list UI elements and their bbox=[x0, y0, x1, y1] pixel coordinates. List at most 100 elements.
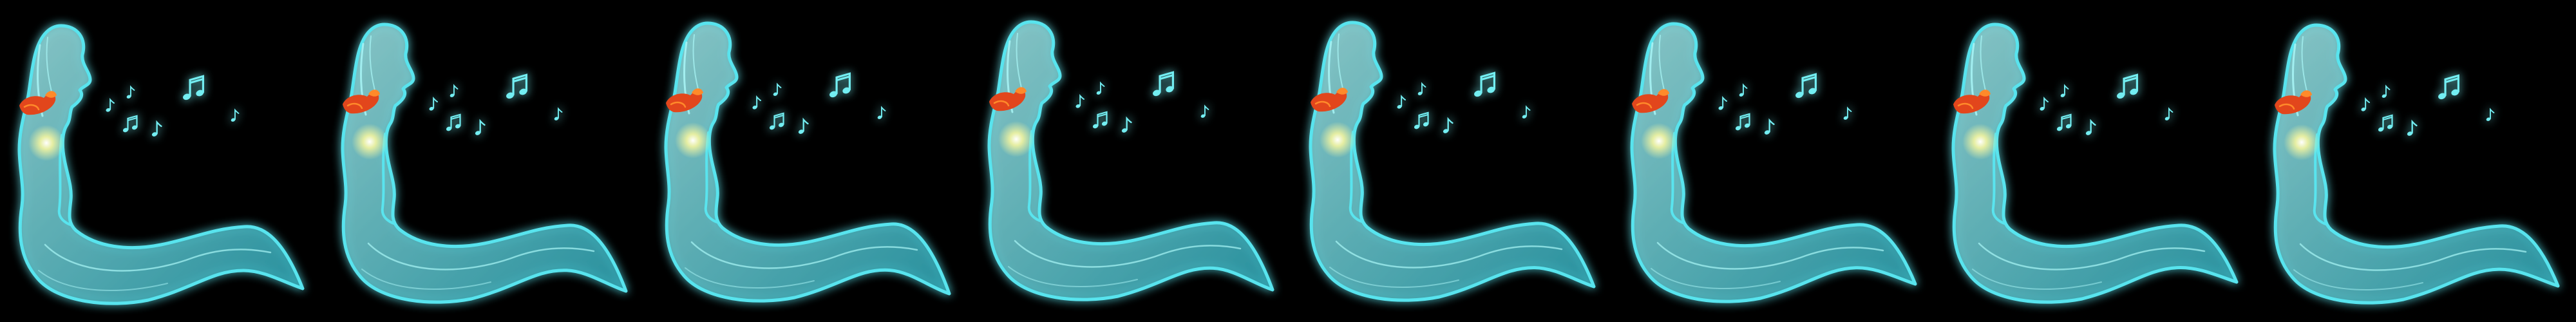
bird-icon bbox=[1311, 88, 1348, 112]
ghost-singer bbox=[1951, 23, 2239, 304]
ghost-arm bbox=[2313, 133, 2329, 226]
music-notes bbox=[1075, 71, 1209, 133]
ghost-singer bbox=[341, 23, 628, 304]
music-note-icon bbox=[1153, 71, 1174, 97]
ghost-body bbox=[987, 20, 1274, 301]
bird-icon bbox=[666, 88, 703, 113]
ghost-arm bbox=[57, 134, 73, 227]
music-note-icon bbox=[877, 106, 886, 119]
music-note-icon bbox=[2407, 119, 2418, 136]
bird-icon bbox=[343, 90, 380, 114]
music-note-icon bbox=[1417, 82, 1426, 95]
glowing-heart-icon bbox=[1641, 123, 1677, 159]
ghost-arm bbox=[381, 133, 397, 225]
music-note-icon bbox=[1397, 94, 1406, 109]
music-note-icon bbox=[446, 113, 461, 131]
music-note-icon bbox=[231, 108, 240, 122]
music-note-icon bbox=[829, 72, 851, 98]
ghost-singer bbox=[1309, 21, 1596, 302]
bird-icon bbox=[2275, 90, 2312, 115]
music-note-icon bbox=[450, 84, 459, 97]
music-note-icon bbox=[506, 73, 527, 99]
music-note-icon bbox=[798, 117, 809, 134]
ghost-body bbox=[2273, 23, 2560, 305]
music-note-icon bbox=[773, 82, 782, 96]
music-note-icon bbox=[1795, 73, 1817, 99]
ghost-singer bbox=[987, 20, 1274, 301]
music-note-icon bbox=[2164, 107, 2174, 120]
ghost-arm bbox=[704, 131, 720, 224]
ghost-body bbox=[664, 21, 951, 303]
music-note-icon bbox=[2378, 114, 2393, 132]
music-note-icon bbox=[2060, 84, 2069, 97]
music-notes bbox=[752, 72, 886, 134]
music-note-icon bbox=[752, 95, 761, 109]
music-note-icon bbox=[106, 97, 115, 112]
glowing-heart-icon bbox=[675, 122, 711, 158]
ghost-body bbox=[1630, 22, 1917, 303]
ghost-arm bbox=[1991, 133, 2007, 225]
glowing-heart-icon bbox=[28, 125, 64, 161]
music-notes bbox=[2040, 73, 2174, 135]
music-note-icon bbox=[1096, 81, 1105, 95]
music-notes bbox=[1397, 71, 1531, 133]
glowing-heart-icon bbox=[1320, 122, 1356, 158]
ghost-body bbox=[17, 24, 305, 305]
music-note-icon bbox=[2438, 74, 2459, 100]
sprite-frame bbox=[1932, 0, 2254, 322]
sprite-frame bbox=[322, 0, 644, 322]
ghost-singer bbox=[1630, 22, 1917, 303]
music-note-icon bbox=[126, 85, 135, 99]
sprite-frame bbox=[0, 0, 322, 322]
music-note-icon bbox=[1200, 104, 1209, 118]
music-note-icon bbox=[2117, 73, 2138, 99]
music-note-icon bbox=[1121, 116, 1132, 133]
sprite-frame bbox=[1288, 0, 1610, 322]
glowing-heart-icon bbox=[998, 121, 1034, 157]
bird-icon bbox=[1632, 89, 1669, 113]
music-note-icon bbox=[769, 112, 784, 130]
music-note-icon bbox=[1443, 117, 1454, 133]
sprite-frame bbox=[966, 0, 1288, 322]
ghost-body bbox=[341, 23, 628, 304]
music-note-icon bbox=[1739, 83, 1748, 97]
ghost-body bbox=[1951, 23, 2239, 304]
music-note-icon bbox=[554, 107, 563, 120]
music-note-icon bbox=[1843, 106, 1852, 120]
music-note-icon bbox=[151, 120, 162, 137]
ghost-singer bbox=[664, 21, 951, 303]
glowing-heart-icon bbox=[1962, 124, 1998, 160]
music-note-icon bbox=[1075, 93, 1084, 108]
music-notes bbox=[106, 75, 240, 137]
sprite-frame bbox=[2254, 0, 2576, 322]
music-note-icon bbox=[1092, 111, 1108, 129]
music-notes bbox=[429, 73, 563, 135]
music-note-icon bbox=[1718, 95, 1727, 110]
music-note-icon bbox=[1764, 118, 1775, 135]
music-note-icon bbox=[1522, 105, 1531, 118]
music-note-icon bbox=[1474, 71, 1495, 97]
music-note-icon bbox=[2382, 84, 2391, 98]
ghost-arm bbox=[1349, 131, 1365, 223]
ghost-singer bbox=[17, 24, 305, 305]
music-note-icon bbox=[2040, 96, 2049, 111]
music-note-icon bbox=[122, 115, 138, 133]
ghost-arm bbox=[1670, 132, 1686, 225]
music-note-icon bbox=[475, 118, 486, 135]
sprite-frame bbox=[644, 0, 966, 322]
ghost-singer bbox=[2273, 23, 2560, 305]
music-note-icon bbox=[183, 75, 204, 100]
music-note-icon bbox=[1735, 113, 1750, 131]
ghost-body bbox=[1309, 21, 1596, 302]
bird-icon bbox=[989, 87, 1027, 111]
music-note-icon bbox=[1414, 111, 1429, 129]
music-note-icon bbox=[2056, 113, 2072, 131]
glowing-heart-icon bbox=[352, 124, 388, 160]
music-notes bbox=[2361, 74, 2495, 136]
bird-icon bbox=[1953, 90, 1991, 114]
glowing-heart-icon bbox=[2284, 124, 2320, 160]
ghost-arm bbox=[1027, 130, 1043, 223]
music-note-icon bbox=[2085, 118, 2096, 135]
sprite-frame bbox=[1610, 0, 1932, 322]
